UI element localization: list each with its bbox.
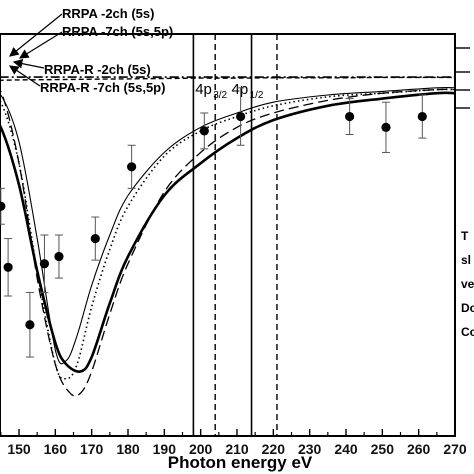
data-point <box>90 233 100 244</box>
legend-entry: RRPA-R -2ch (5s) <box>44 62 151 77</box>
x-tick-label: 230 <box>298 441 322 457</box>
x-tick-label: 220 <box>262 441 286 457</box>
x-tick-label: 260 <box>407 441 431 457</box>
series-lines <box>0 76 455 397</box>
data-point <box>39 259 50 269</box>
x-tick-label: 240 <box>334 441 358 457</box>
series-line-long-dash <box>0 88 455 397</box>
legend-entry: RRPA-R -7ch (5s,5p) <box>40 80 165 95</box>
x-tick-label: 270 <box>443 441 467 457</box>
data-point <box>417 111 427 122</box>
legend-entry: RRPA -7ch (5s,5p) <box>62 24 173 39</box>
series-line-dotted <box>0 88 455 380</box>
x-tick-label: 170 <box>80 441 104 457</box>
x-axis-title: Photon energy eV <box>168 453 313 472</box>
x-tick-label: 180 <box>116 441 140 457</box>
plot-frame <box>0 33 456 437</box>
legend-arrow <box>9 65 41 87</box>
data-point <box>236 111 246 122</box>
data-point <box>345 111 355 122</box>
edge-label-sub: 3/2 <box>213 90 227 101</box>
side-panel-line: ve <box>461 277 474 291</box>
series-line-thick-solid <box>0 91 455 373</box>
side-panel-line: Co <box>461 325 474 339</box>
legend-arrow <box>9 13 63 57</box>
edge-label-sub: 1/2 <box>250 90 264 101</box>
right-axis-stub <box>454 34 470 110</box>
x-tick-label: 210 <box>225 441 249 457</box>
x-tick-label: 250 <box>371 441 395 457</box>
series-line-thin-solid <box>0 86 455 365</box>
edge-label: 4p <box>232 81 249 98</box>
x-tick-label: 150 <box>7 441 31 457</box>
edge-label: 4p <box>195 81 212 98</box>
data-point <box>0 201 6 211</box>
legend: RRPA -2ch (5s) RRPA -7ch (5s,5p) RRPA-R -2… <box>9 6 173 95</box>
data-point <box>127 162 137 172</box>
legend-entry: RRPA -2ch (5s) <box>62 6 154 21</box>
x-tick-label: 160 <box>44 441 68 457</box>
side-panel-line: T <box>461 229 469 243</box>
data-point <box>381 122 391 132</box>
x-tick-label: 200 <box>189 441 213 457</box>
legend-arrow <box>12 58 45 69</box>
series-line-dashed <box>0 76 455 81</box>
side-panel-line: sl <box>461 253 471 267</box>
x-tick-label: 190 <box>153 441 177 457</box>
experimental-points <box>0 87 427 358</box>
legend-arrow <box>18 31 63 59</box>
data-point <box>54 251 64 262</box>
data-point <box>3 262 13 272</box>
edge-lines: 4p 3/2 4p 1/2 <box>192 34 278 436</box>
side-panel-line: Do <box>461 301 474 315</box>
data-point <box>199 126 209 136</box>
data-point <box>25 320 35 330</box>
x-ticks: 1501601701801902002102202302402502602701… <box>0 429 467 457</box>
side-panel-text: Tsl ve Do Co <box>461 229 474 339</box>
